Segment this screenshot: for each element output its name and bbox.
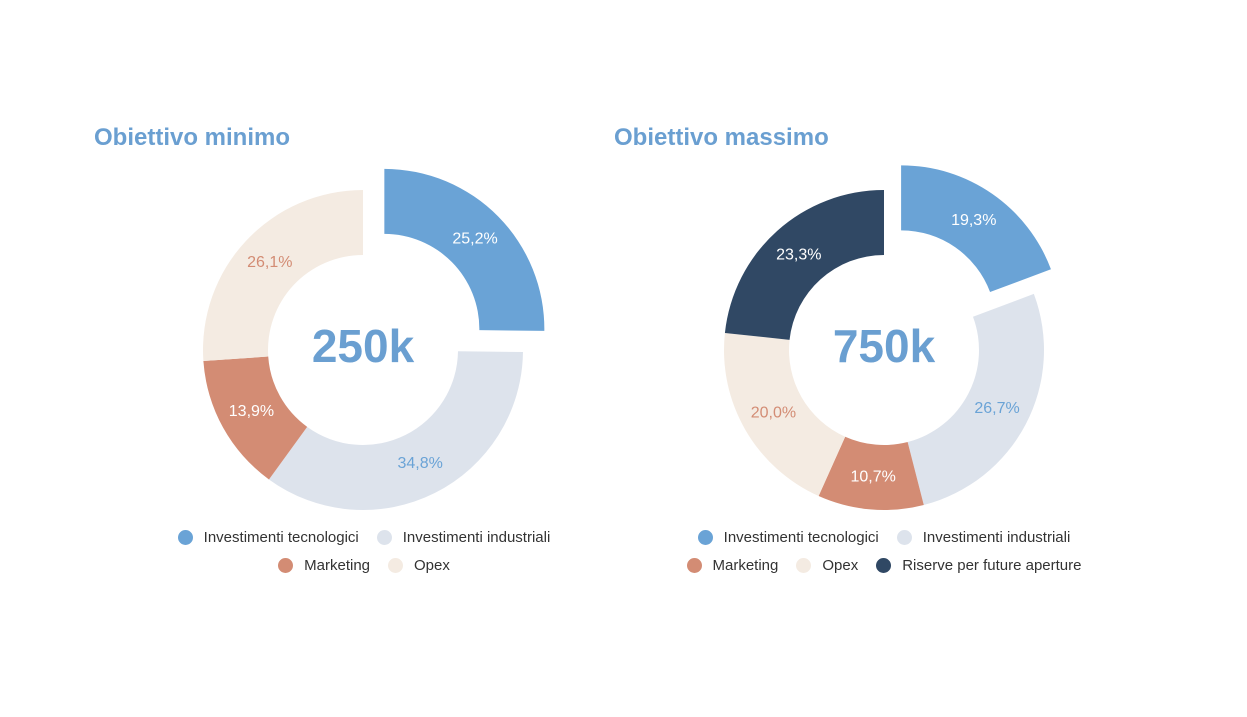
legend-massimo: Investimenti tecnologici Investimenti ind… [664, 527, 1104, 575]
legend-item-opex: Opex [796, 555, 858, 575]
legend-label: Marketing [712, 556, 779, 574]
legend-label: Investimenti industriali [922, 528, 1071, 546]
donut-chart-minimo: 25,2% 34,8% 13,9% 26,1% 250k [203, 168, 545, 510]
donut-slice-marketing [203, 356, 308, 480]
chart-title-minimo: Obiettivo minimo [94, 124, 291, 151]
legend-swatch [876, 557, 892, 573]
donut-slice-opex [203, 190, 363, 362]
donut-slice-investimenti-industriali [907, 293, 1044, 505]
slice-value-label: 34,8% [397, 455, 442, 472]
slice-value-label: 10,7% [851, 468, 896, 485]
legend-item-marketing: Marketing [686, 555, 779, 575]
legend-item-investimenti-industriali: Investimenti industriali [376, 527, 551, 547]
donut-slice-investimenti-tecnologici [901, 165, 1051, 293]
legend-label: Marketing [304, 556, 370, 574]
legend-label: Investimenti tecnologici [203, 528, 359, 546]
legend-label: Opex [414, 556, 450, 574]
slice-value-label: 19,3% [951, 212, 996, 229]
donut-slice-opex [724, 332, 846, 497]
legend-swatch [376, 529, 392, 545]
center-total-label: 250k [312, 320, 415, 372]
legend-label: Opex [822, 556, 859, 574]
legend-swatch [388, 557, 403, 573]
legend-item-investimenti-tecnologici: Investimenti tecnologici [697, 527, 879, 547]
legend-swatch [177, 529, 193, 545]
legend-label: Riserve per future aperture [902, 556, 1082, 574]
legend-label: Investimenti tecnologici [723, 528, 879, 546]
center-total-label: 750k [833, 320, 936, 372]
legend-swatch [697, 529, 713, 545]
legend-label: Investimenti industriali [402, 528, 551, 546]
legend-item-investimenti-tecnologici: Investimenti tecnologici [177, 527, 359, 547]
slice-value-label: 26,7% [974, 400, 1019, 417]
legend-item-riserve: Riserve per future aperture [876, 555, 1081, 575]
legend-swatch [278, 557, 294, 573]
legend-item-marketing: Marketing [278, 555, 370, 575]
legend-item-opex: Opex [388, 555, 450, 575]
legend-item-investimenti-industriali: Investimenti industriali [896, 527, 1071, 547]
legend-swatch [796, 557, 812, 573]
legend-minimo: Investimenti tecnologici Investimenti ind… [144, 527, 584, 575]
legend-swatch [686, 557, 702, 573]
donut-slice-marketing [818, 436, 924, 510]
slice-value-label: 25,2% [452, 231, 497, 248]
donut-slice-investimenti-tecnologici [384, 168, 545, 331]
slice-value-label: 13,9% [229, 403, 274, 420]
legend-swatch [896, 529, 912, 545]
slice-value-label: 23,3% [776, 246, 821, 263]
chart-title-massimo: Obiettivo massimo [614, 124, 829, 151]
slice-value-label: 26,1% [247, 254, 292, 271]
donut-chart-massimo: 19,3% 26,7% 10,7% 20,0% 23,3% 750k [724, 165, 1051, 510]
donut-slice-riserve [724, 190, 884, 340]
donut-slice-investimenti-industriali [268, 351, 523, 510]
slice-value-label: 20,0% [751, 405, 796, 422]
